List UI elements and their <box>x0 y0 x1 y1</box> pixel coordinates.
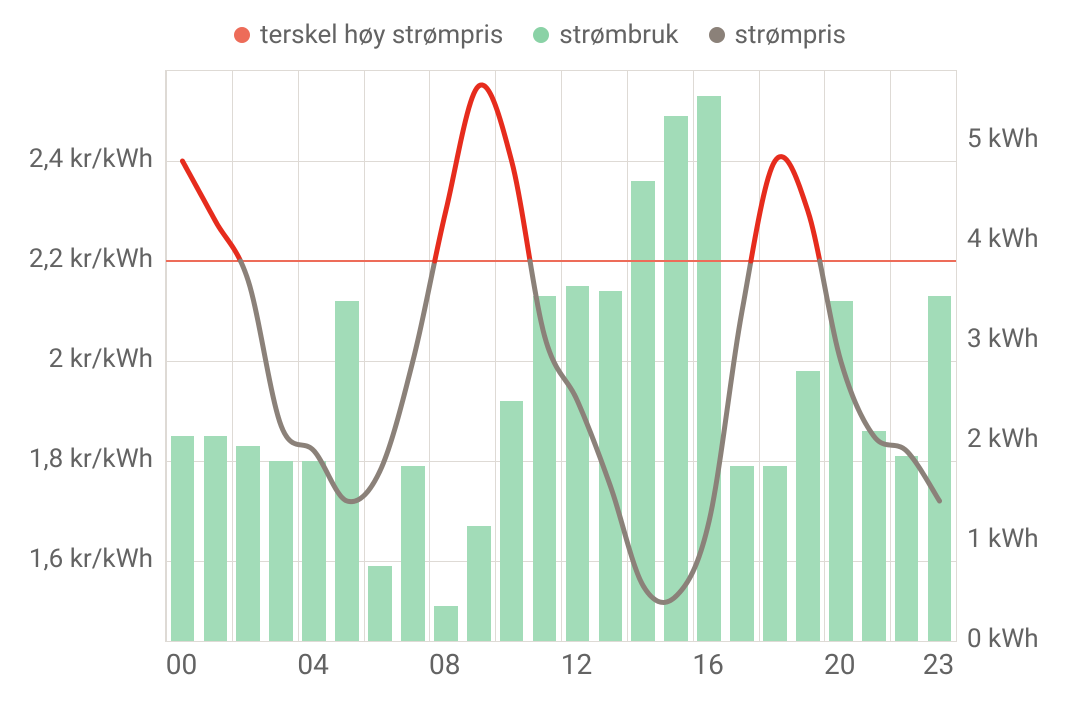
x-tick-label: 12 <box>561 648 592 681</box>
legend: terskel høy strømpris strømbruk strømpri… <box>0 20 1080 50</box>
price-line-high <box>435 85 530 261</box>
legend-item-threshold: terskel høy strømpris <box>234 20 503 50</box>
chart: terskel høy strømpris strømbruk strømpri… <box>0 0 1080 712</box>
x-tick-label: 08 <box>429 648 460 681</box>
price-line-high <box>182 161 240 261</box>
y-left-tick-label: 2,4 kr/kWh <box>29 144 153 174</box>
price-line-layer <box>166 71 956 641</box>
legend-dot-usage <box>533 27 549 43</box>
legend-label-threshold: terskel høy strømpris <box>260 20 503 50</box>
legend-item-usage: strømbruk <box>533 20 678 50</box>
y-left-tick-label: 1,6 kr/kWh <box>29 544 153 574</box>
y-left-tick-label: 2 kr/kWh <box>49 344 153 374</box>
legend-item-price: strømpris <box>709 20 846 50</box>
y-left-tick-label: 2,2 kr/kWh <box>29 244 153 274</box>
y-right-tick-label: 0 kWh <box>967 624 1039 654</box>
price-line-normal <box>241 261 435 502</box>
x-tick-label: 04 <box>297 648 328 681</box>
y-right-tick-label: 3 kWh <box>967 324 1039 354</box>
y-right-tick-label: 2 kWh <box>967 424 1039 454</box>
price-line-normal <box>820 261 940 501</box>
legend-dot-threshold <box>234 27 250 43</box>
y-right-tick-label: 5 kWh <box>967 124 1039 154</box>
x-tick-label: 20 <box>824 648 855 681</box>
legend-label-price: strømpris <box>735 20 846 50</box>
plot-area <box>165 70 957 642</box>
x-tick-label: 23 <box>923 648 954 681</box>
legend-label-usage: strømbruk <box>559 20 678 50</box>
price-line-high <box>751 157 820 261</box>
price-line-normal <box>530 261 751 602</box>
x-tick-label: 00 <box>166 648 197 681</box>
y-left-tick-label: 1,8 kr/kWh <box>29 444 153 474</box>
y-right-tick-label: 4 kWh <box>967 224 1039 254</box>
x-tick-label: 16 <box>692 648 723 681</box>
y-right-tick-label: 1 kWh <box>967 524 1039 554</box>
legend-dot-price <box>709 27 725 43</box>
